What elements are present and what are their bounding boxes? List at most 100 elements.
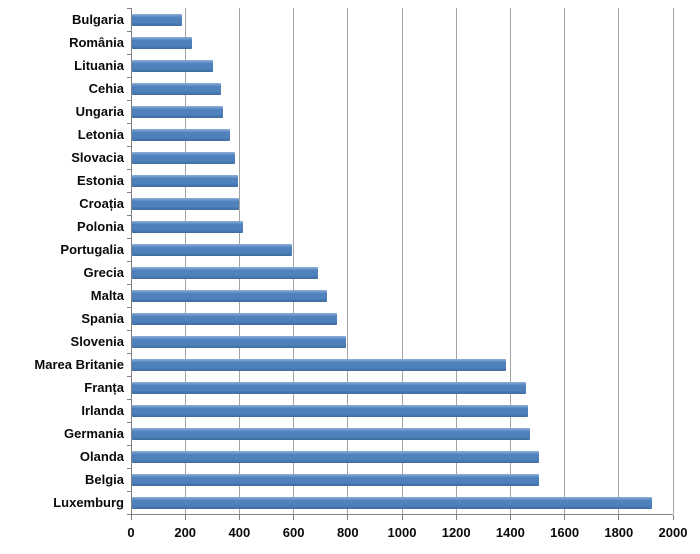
y-axis-tick <box>127 53 131 55</box>
gridline-vertical <box>347 8 349 514</box>
bar <box>132 496 653 509</box>
y-axis-tick <box>127 237 131 239</box>
x-axis-tick-label: 1600 <box>550 525 580 540</box>
bar <box>132 13 183 26</box>
gridline-vertical <box>184 8 186 514</box>
y-axis-category-label: Cehia <box>88 81 124 96</box>
bar <box>132 450 539 463</box>
x-axis-tick-label: 800 <box>336 525 359 540</box>
gridline-vertical <box>238 8 240 514</box>
gridline-vertical <box>509 8 511 514</box>
bar <box>132 174 238 187</box>
bar <box>132 151 235 164</box>
bar <box>132 312 337 325</box>
gridline-vertical <box>618 8 620 514</box>
y-axis-category-label: Portugalia <box>60 242 124 257</box>
y-axis-tick <box>127 99 131 101</box>
y-axis-category-label: Bulgaria <box>71 12 124 27</box>
y-axis-tick <box>127 329 131 331</box>
x-axis-tick <box>293 515 295 520</box>
y-axis-tick <box>127 214 131 216</box>
x-axis-tick <box>564 515 566 520</box>
y-axis-category-label: Marea Britanie <box>34 357 124 372</box>
bar <box>132 243 292 256</box>
x-axis-tick-label: 0 <box>127 525 135 540</box>
x-axis-tick <box>672 515 674 520</box>
x-axis-tick <box>618 515 620 520</box>
y-axis-tick <box>127 260 131 262</box>
x-axis-tick <box>455 515 457 520</box>
y-axis-tick <box>127 145 131 147</box>
bar <box>132 128 230 141</box>
gridline-vertical <box>401 8 403 514</box>
x-axis-tick-label: 600 <box>282 525 305 540</box>
x-axis-tick-label: 1800 <box>604 525 634 540</box>
gridline-vertical <box>672 8 674 514</box>
y-axis-tick <box>127 352 131 354</box>
x-axis-tick-label: 1200 <box>441 525 471 540</box>
x-axis-tick-label: 200 <box>174 525 197 540</box>
x-axis-tick-label: 1000 <box>387 525 417 540</box>
y-axis-category-label: România <box>69 35 124 50</box>
bar <box>132 59 214 72</box>
bar <box>132 197 240 210</box>
y-axis-category-label: Germania <box>64 426 124 441</box>
y-axis-category-label: Letonia <box>77 127 124 142</box>
y-axis-tick <box>127 444 131 446</box>
y-axis-line <box>131 8 132 514</box>
bar <box>132 404 528 417</box>
bar <box>132 105 223 118</box>
y-axis-category-label: Olanda <box>79 449 124 464</box>
gridline-vertical <box>564 8 566 514</box>
y-axis-tick <box>127 76 131 78</box>
y-axis-category-label: Grecia <box>83 265 124 280</box>
y-axis-category-label: Spania <box>81 311 124 326</box>
x-axis-tick <box>130 515 132 520</box>
plot-area <box>127 7 674 515</box>
x-axis-tick <box>184 515 186 520</box>
bar <box>132 36 192 49</box>
bar <box>132 427 531 440</box>
bar <box>132 289 328 302</box>
y-axis-tick <box>127 30 131 32</box>
bar <box>132 358 506 371</box>
bar <box>132 266 318 279</box>
y-axis-tick <box>127 421 131 423</box>
y-axis-tick <box>127 398 131 400</box>
y-axis-category-label: Belgia <box>84 472 124 487</box>
y-axis-tick <box>127 306 131 308</box>
y-axis-category-label: Polonia <box>77 219 124 234</box>
bar <box>132 335 347 348</box>
y-axis-tick <box>127 375 131 377</box>
x-axis-tick-label: 1400 <box>495 525 525 540</box>
x-axis-tick <box>238 515 240 520</box>
x-axis-tick <box>509 515 511 520</box>
y-axis-category-label: Slovenia <box>70 334 124 349</box>
x-axis-tick <box>347 515 349 520</box>
bar <box>132 473 539 486</box>
gridline-vertical <box>455 8 457 514</box>
y-axis-category-label: Croația <box>79 196 124 211</box>
y-axis-category-label: Estonia <box>77 173 124 188</box>
gridline-vertical <box>293 8 295 514</box>
y-axis-category-label: Lituania <box>74 58 124 73</box>
y-axis-tick <box>127 168 131 170</box>
y-axis-tick <box>127 490 131 492</box>
y-axis-tick <box>127 122 131 124</box>
y-axis-tick <box>127 467 131 469</box>
y-axis-tick <box>127 7 131 9</box>
x-axis-tick-label: 2000 <box>658 525 688 540</box>
bar <box>132 381 527 394</box>
y-axis-category-label: Malta <box>90 288 124 303</box>
y-axis-category-label: Franța <box>84 380 124 395</box>
y-axis-tick <box>127 283 131 285</box>
y-axis-category-label: Slovacia <box>71 150 124 165</box>
bar <box>132 82 222 95</box>
x-axis-tick <box>401 515 403 520</box>
y-axis-category-label: Luxemburg <box>53 495 124 510</box>
y-axis-category-label: Ungaria <box>75 104 124 119</box>
x-axis-tick-label: 400 <box>228 525 251 540</box>
y-axis-category-label: Irlanda <box>81 403 124 418</box>
y-axis-tick <box>127 191 131 193</box>
